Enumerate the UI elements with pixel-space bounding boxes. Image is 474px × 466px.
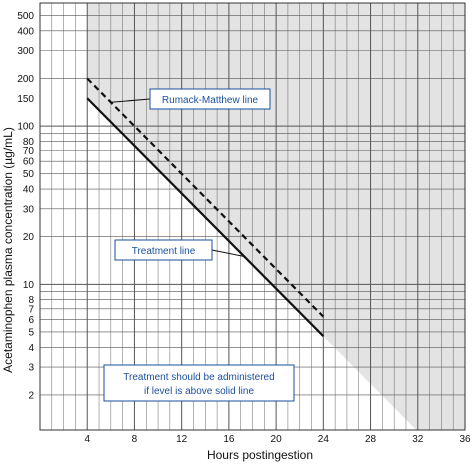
x-tick-label: 36 (459, 434, 471, 445)
y-tick-label: 5 (28, 327, 34, 338)
y-tick-label: 7 (28, 304, 34, 315)
x-tick-label: 12 (176, 434, 188, 445)
y-tick-label: 50 (23, 169, 35, 180)
y-tick-label: 70 (23, 146, 35, 157)
y-tick-label: 80 (23, 137, 35, 148)
treatment-line-leader (211, 249, 245, 257)
y-axis-title: Acetaminophen plasma concentration (µg/m… (1, 127, 15, 373)
x-axis-title: Hours postingestion (207, 448, 313, 462)
y-tick-label: 6 (28, 315, 34, 326)
y-tick-label: 20 (23, 232, 35, 243)
y-tick-label: 200 (17, 74, 34, 85)
instruction-callout: Treatment should be administered if leve… (103, 364, 295, 402)
rumack-matthew-callout-box (149, 88, 271, 110)
y-tick-label: 4 (28, 343, 34, 354)
y-tick-label: 3 (28, 363, 34, 374)
treatment-line-callout-box (114, 239, 213, 261)
x-tick-label: 8 (132, 434, 138, 445)
y-tick-label: 500 (17, 11, 34, 22)
y-tick-label: 40 (23, 185, 35, 196)
treatment-line (86, 97, 325, 337)
x-tick-label: 24 (318, 434, 330, 445)
x-tick-label: 32 (412, 434, 424, 445)
y-tick-label: 30 (23, 204, 35, 215)
y-tick-label: 8 (28, 295, 34, 306)
instruction-line-1: Treatment should be administered (123, 372, 274, 383)
y-tick-label: 60 (23, 157, 35, 168)
y-tick-label: 2 (28, 390, 34, 401)
y-tick-label: 10 (23, 280, 35, 291)
instruction-line-2: if level is above solid line (144, 386, 254, 397)
rumack-matthew-label: Rumack-Matthew line (162, 95, 259, 106)
rumack-matthew-leader (110, 98, 151, 103)
x-tick-label: 4 (84, 434, 90, 445)
x-tick-label: 28 (365, 434, 377, 445)
y-tick-label: 100 (17, 122, 34, 133)
y-tick-label: 300 (17, 46, 34, 57)
treatment-line-label: Treatment line (132, 246, 196, 257)
x-tick-label: 16 (223, 434, 235, 445)
instruction-callout-box (103, 364, 295, 402)
plot-frame (39, 2, 466, 431)
series-lines (86, 77, 325, 337)
tick-labels: 4 8 12 16 20 24 28 32 36234567810203040506070801… (17, 11, 471, 445)
y-tick-label: 150 (17, 94, 34, 105)
treatment-line-callout: Treatment line (114, 239, 245, 261)
rumack-matthew-callout: Rumack-Matthew line (110, 88, 271, 110)
y-tick-label: 400 (17, 26, 34, 37)
x-tick-label: 20 (271, 434, 283, 445)
rumack-matthew-line (86, 77, 325, 318)
